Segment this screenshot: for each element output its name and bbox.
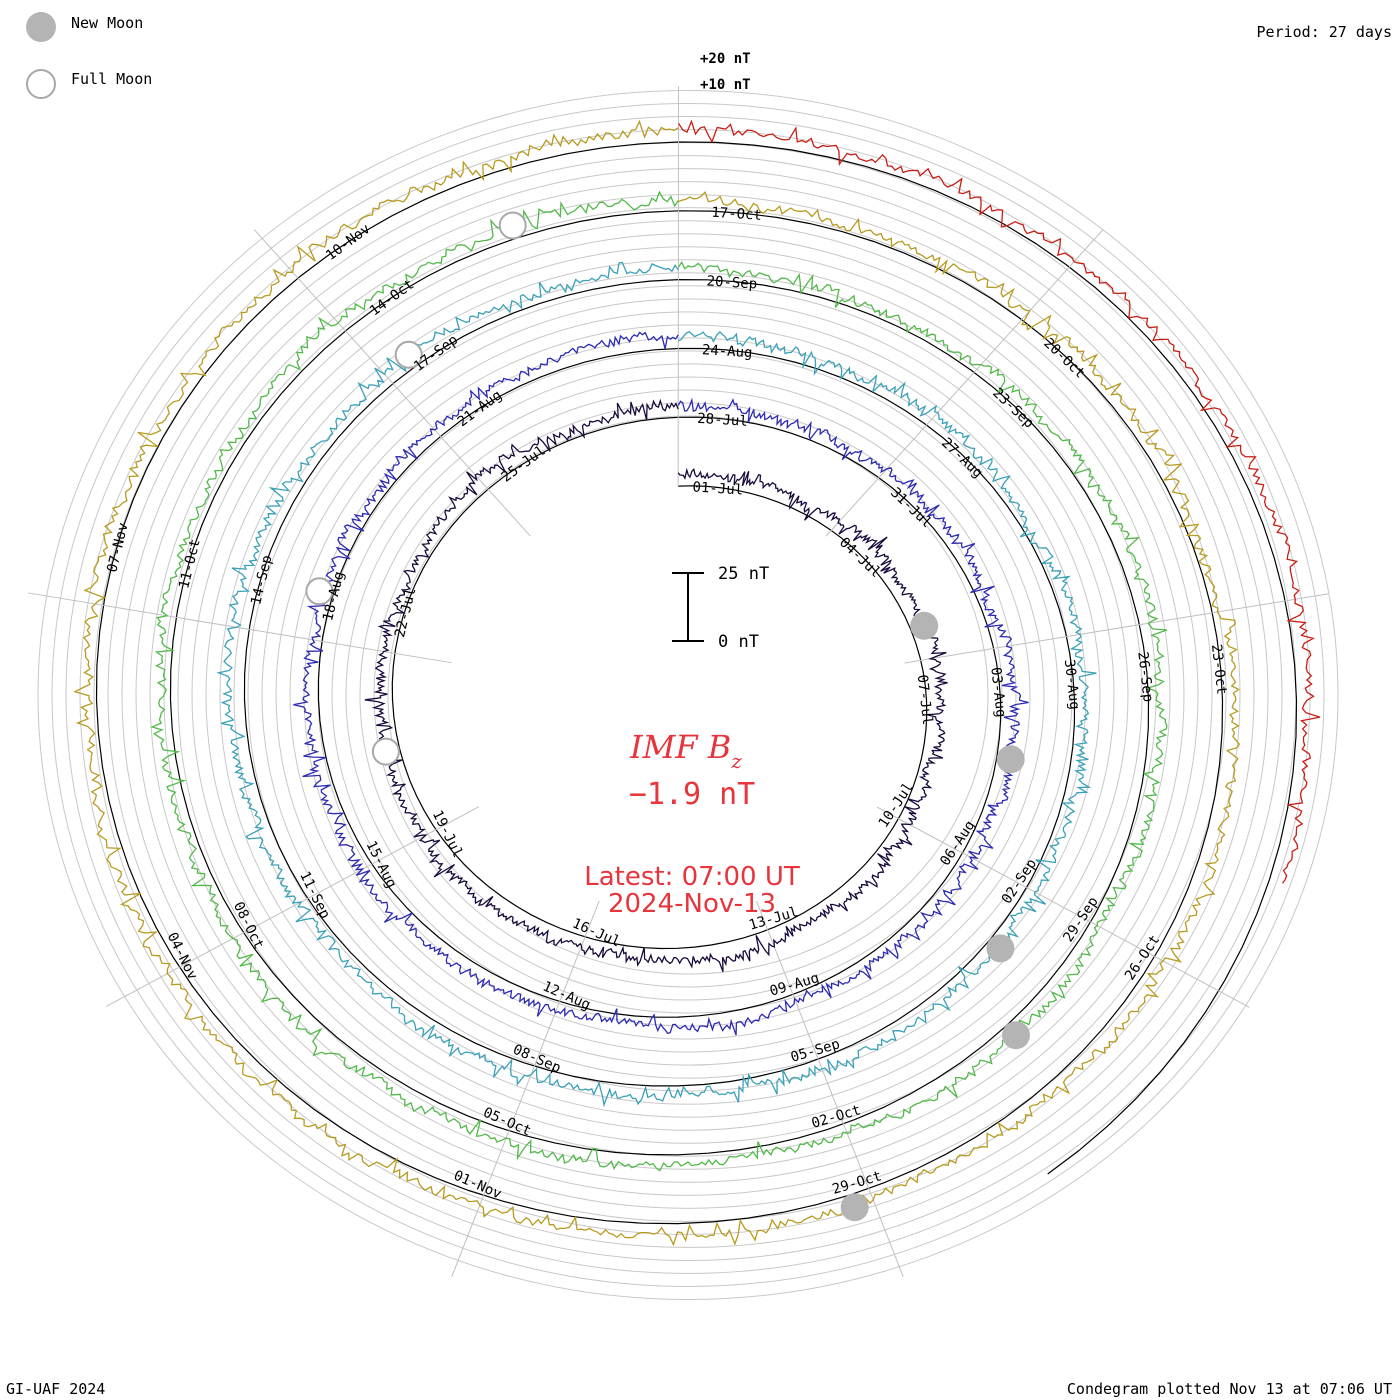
full-moon-legend-icon: [26, 69, 56, 99]
spoke-line: [105, 806, 479, 1007]
date-label: 04-Nov: [164, 930, 201, 982]
spoke-line: [825, 229, 1104, 537]
scale-top-label: 25 nT: [718, 564, 769, 584]
spoke-line: [253, 229, 531, 537]
credit-label: GI-UAF 2024: [6, 1380, 106, 1398]
trace-turn-2: [293, 331, 1029, 1036]
plotted-timestamp: Condegram plotted Nov 13 at 07:06 UT: [1066, 1380, 1392, 1398]
full-moon-marker: [394, 340, 423, 369]
date-label: 17-Oct: [711, 205, 762, 224]
grid-circle: [107, 155, 1269, 1235]
date-label: 05-Sep: [789, 1036, 842, 1066]
parameter-name: IMF Bz: [629, 728, 742, 773]
new-moon-legend-label: New Moon: [71, 14, 144, 32]
period-label: Period: 27 days: [1256, 23, 1392, 41]
trace-turn-1: [364, 398, 948, 973]
data-traces: [73, 119, 1321, 1247]
date-label: 15-Aug: [363, 838, 400, 890]
new-moon-marker: [986, 934, 1015, 963]
spokes: [28, 86, 1329, 1278]
latest-time: Latest: 07:00 UT: [584, 862, 800, 892]
date-label: 08-Oct: [230, 899, 267, 951]
date-label: 07-Jul: [914, 674, 936, 726]
date-label: 09-Aug: [768, 970, 821, 1000]
grid-circle: [51, 103, 1325, 1287]
scale-bottom-label: 0 nT: [718, 632, 759, 652]
grid-circle: [247, 285, 1129, 1105]
grid-circle: [345, 376, 1031, 1014]
grid-circle: [191, 233, 1185, 1157]
grid-circle: [331, 363, 1045, 1027]
center-info: IMF Bz −1.9 nT Latest: 07:00 UT 2024-Nov…: [584, 728, 800, 919]
new-moon-legend-icon: [26, 12, 56, 42]
grid-circle: [219, 259, 1157, 1131]
grid-circle: [373, 402, 1003, 988]
grid-circle: [65, 116, 1311, 1274]
date-label: 28-Jul: [697, 411, 748, 430]
date-label: 03-Aug: [987, 666, 1009, 718]
date-label: 19-Jul: [429, 808, 466, 860]
scale-label-20: +20 nT: [700, 51, 751, 67]
spoke-line: [451, 900, 600, 1277]
spoke-line: [28, 592, 452, 664]
grid-circle: [135, 181, 1241, 1209]
grid-circles: [37, 90, 1339, 1300]
date-label: 11-Sep: [296, 869, 333, 921]
trace-turn-6: [677, 119, 1321, 884]
full-moon-marker: [305, 577, 334, 606]
grid-circle: [275, 311, 1101, 1079]
date-label: 05-Oct: [481, 1105, 534, 1140]
date-label: 24-Aug: [701, 342, 752, 361]
moon-markers: [305, 211, 1030, 1222]
full-moon-legend-label: Full Moon: [71, 70, 153, 88]
date-label: 30-Aug: [1061, 659, 1083, 711]
date-label: 29-Oct: [831, 1168, 884, 1198]
grid-circle: [261, 298, 1115, 1092]
new-moon-marker: [910, 611, 939, 640]
grid-circle: [359, 389, 1017, 1001]
grid-circle: [37, 90, 1339, 1300]
zero-level-spiral: [95, 141, 1298, 1225]
date-label: 01-Jul: [692, 479, 743, 498]
current-value: −1.9 nT: [629, 777, 755, 812]
spoke-line: [876, 806, 1250, 1008]
scale-label-10: +10 nT: [700, 77, 751, 93]
new-moon-marker: [840, 1193, 869, 1222]
date-label: 20-Sep: [706, 273, 757, 292]
new-moon-marker: [1002, 1021, 1030, 1050]
trace-turn-5: [73, 119, 1241, 1247]
spoke-line: [904, 593, 1329, 664]
trace-turn-4: [150, 190, 1168, 1172]
latest-date: 2024-Nov-13: [608, 889, 776, 919]
grid-circle: [233, 272, 1143, 1118]
scale-bar: 25 nT 0 nT: [672, 564, 769, 652]
grid-circle: [387, 415, 989, 975]
grid-circle: [177, 220, 1199, 1170]
grid-circle: [149, 194, 1227, 1196]
grid-circle: [303, 337, 1073, 1053]
date-label: 23-Oct: [1208, 643, 1230, 695]
date-label: 25-Jul: [499, 443, 549, 486]
full-moon-marker: [498, 211, 527, 240]
scale-labels: +20 nT +10 nT: [700, 51, 751, 93]
new-moon-marker: [996, 745, 1025, 774]
full-moon-marker: [371, 737, 400, 766]
grid-circle: [121, 168, 1255, 1222]
spoke-line: [756, 900, 904, 1278]
date-label: 14-Sep: [248, 554, 275, 607]
trace-turn-3: [216, 261, 1097, 1108]
grid-circle: [205, 246, 1171, 1144]
date-label: 26-Sep: [1134, 651, 1156, 703]
